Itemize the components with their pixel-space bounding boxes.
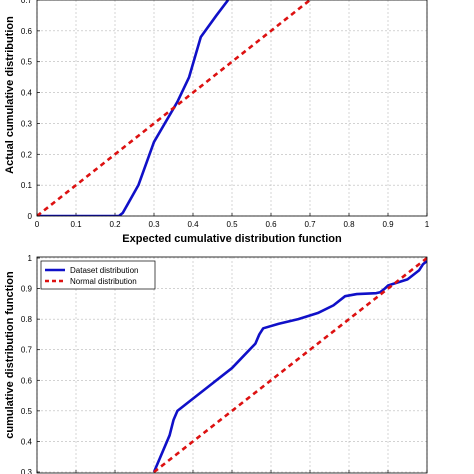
bottom-y-tick-label: 0.6 [21, 376, 33, 385]
x-tick-label: 0 [35, 220, 40, 229]
top-y-tick-label: 0 [28, 212, 33, 221]
top-series-line-dataset [37, 0, 230, 216]
bottom-y-tick-label: 0.3 [21, 468, 33, 474]
x-tick-label: 0.6 [265, 220, 277, 229]
top-y-tick-label: 0.5 [21, 58, 33, 67]
legend-label-normal: Normal distribution [70, 277, 137, 286]
x-tick-label: 0.7 [304, 220, 316, 229]
x-tick-label: 0.8 [343, 220, 355, 229]
bottom-series-line-normal [153, 257, 427, 473]
top-y-axis-label: Actual cumulative distribution [4, 16, 16, 174]
x-tick-label: 1 [425, 220, 430, 229]
top-y-tick-label: 0.2 [21, 150, 33, 159]
top-y-tick-label: 0.7 [21, 0, 33, 5]
bottom-y-axis-label: cumulative distribution function [4, 271, 16, 439]
legend-box [40, 260, 156, 290]
x-tick-label: 0.4 [187, 220, 199, 229]
top-y-tick-label: 0.6 [21, 27, 33, 36]
x-tick-label: 0.9 [382, 220, 394, 229]
bottom-y-tick-label: 0.8 [21, 315, 33, 324]
top-series-line-normal [37, 0, 311, 216]
legend-label-dataset: Dataset distribution [70, 266, 138, 275]
bottom-y-tick-label: 1 [28, 254, 33, 263]
bottom-series-line-dataset [152, 260, 427, 473]
x-tick-label: 0.1 [70, 220, 82, 229]
x-axis-label: Expected cumulative distribution functio… [122, 233, 342, 245]
bottom-y-tick-label: 0.7 [21, 346, 33, 355]
bottom-y-tick-label: 0.5 [21, 407, 33, 416]
top-y-tick-label: 0.3 [21, 119, 33, 128]
x-tick-label: 0.5 [226, 220, 238, 229]
bottom-y-tick-label: 0.9 [21, 285, 33, 294]
legend: Dataset distribution Normal distribution [40, 260, 156, 290]
top-y-tick-label: 0.4 [21, 89, 33, 98]
top-series-group [37, 0, 311, 216]
bottom-series-group [152, 257, 427, 473]
bottom-axes-frame [36, 256, 428, 474]
top-y-tick-label: 0.1 [21, 181, 33, 190]
x-tick-label: 0.2 [109, 220, 121, 229]
bottom-y-tick-label: 0.4 [21, 437, 33, 446]
top-axes-frame [36, 0, 428, 217]
x-tick-label: 0.3 [148, 220, 160, 229]
